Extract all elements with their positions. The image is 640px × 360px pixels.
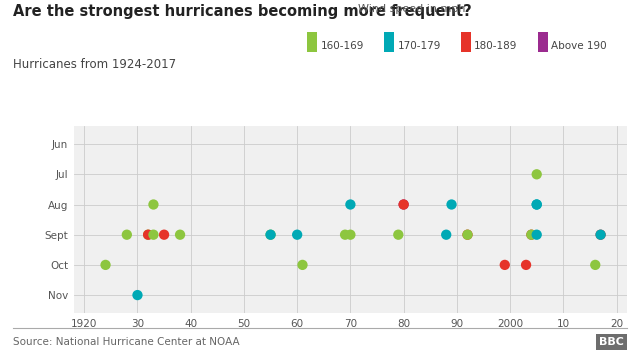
Point (345, 202, 355, 207)
Point (266, 232, 276, 238)
Point (143, 232, 153, 238)
Point (595, 232, 605, 238)
Point (532, 171, 542, 177)
Point (393, 232, 403, 238)
Point (447, 202, 457, 207)
Point (122, 232, 132, 238)
Point (526, 232, 536, 238)
Point (148, 202, 159, 207)
Point (148, 232, 159, 238)
Point (159, 232, 169, 238)
Point (298, 262, 308, 268)
Text: Hurricanes from 1924-2017: Hurricanes from 1924-2017 (13, 58, 176, 71)
Point (292, 232, 302, 238)
Point (143, 232, 153, 238)
Point (532, 232, 542, 238)
Point (340, 232, 350, 238)
Point (345, 232, 355, 238)
Point (399, 202, 409, 207)
Text: Above 190: Above 190 (551, 41, 607, 51)
Point (532, 202, 542, 207)
Point (595, 232, 605, 238)
Text: 180-189: 180-189 (474, 41, 518, 51)
Text: 160-169: 160-169 (321, 41, 364, 51)
Point (100, 262, 111, 268)
Point (175, 232, 185, 238)
Point (532, 202, 542, 207)
Point (132, 292, 143, 298)
Point (526, 232, 536, 238)
Point (462, 232, 472, 238)
Point (399, 202, 409, 207)
Point (521, 262, 531, 268)
Point (500, 262, 510, 268)
Point (266, 232, 276, 238)
Text: BBC: BBC (599, 337, 624, 347)
Point (441, 232, 451, 238)
Text: Source: National Hurricane Center at NOAA: Source: National Hurricane Center at NOA… (13, 337, 239, 347)
Point (462, 232, 472, 238)
Text: Are the strongest hurricanes becoming more frequent?: Are the strongest hurricanes becoming mo… (13, 4, 472, 19)
Point (590, 262, 600, 268)
Text: 170-179: 170-179 (397, 41, 441, 51)
Text: Wind speed in mph: Wind speed in mph (358, 4, 466, 14)
